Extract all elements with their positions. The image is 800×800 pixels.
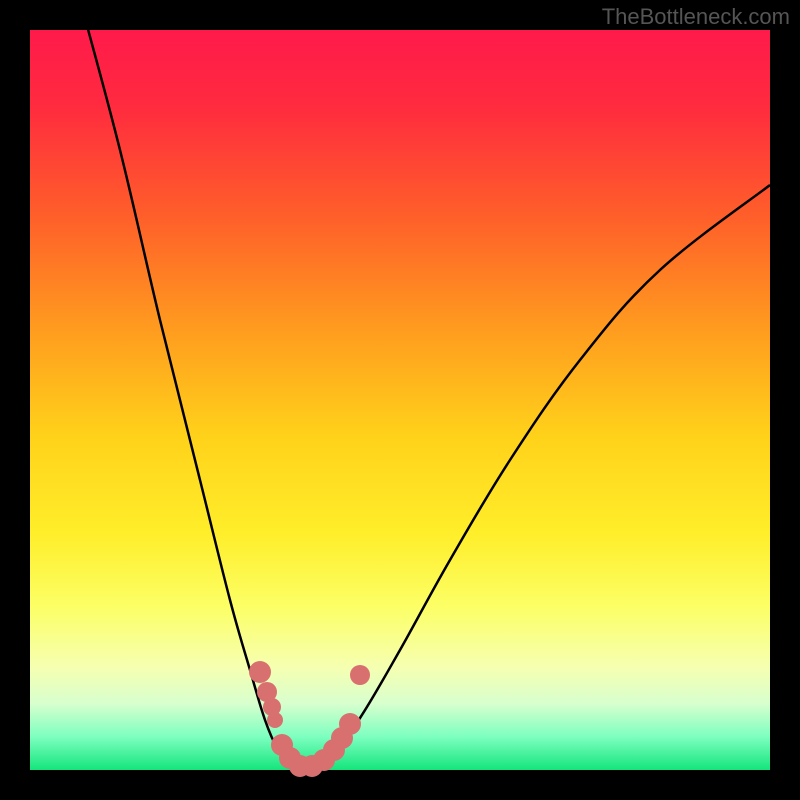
watermark-text: TheBottleneck.com [602, 4, 790, 30]
bottleneck-chart [0, 0, 800, 800]
chart-container: TheBottleneck.com [0, 0, 800, 800]
plot-background [30, 30, 770, 770]
marker-dot [267, 712, 283, 728]
marker-dot [350, 665, 370, 685]
marker-dot [339, 713, 361, 735]
marker-dot [249, 661, 271, 683]
